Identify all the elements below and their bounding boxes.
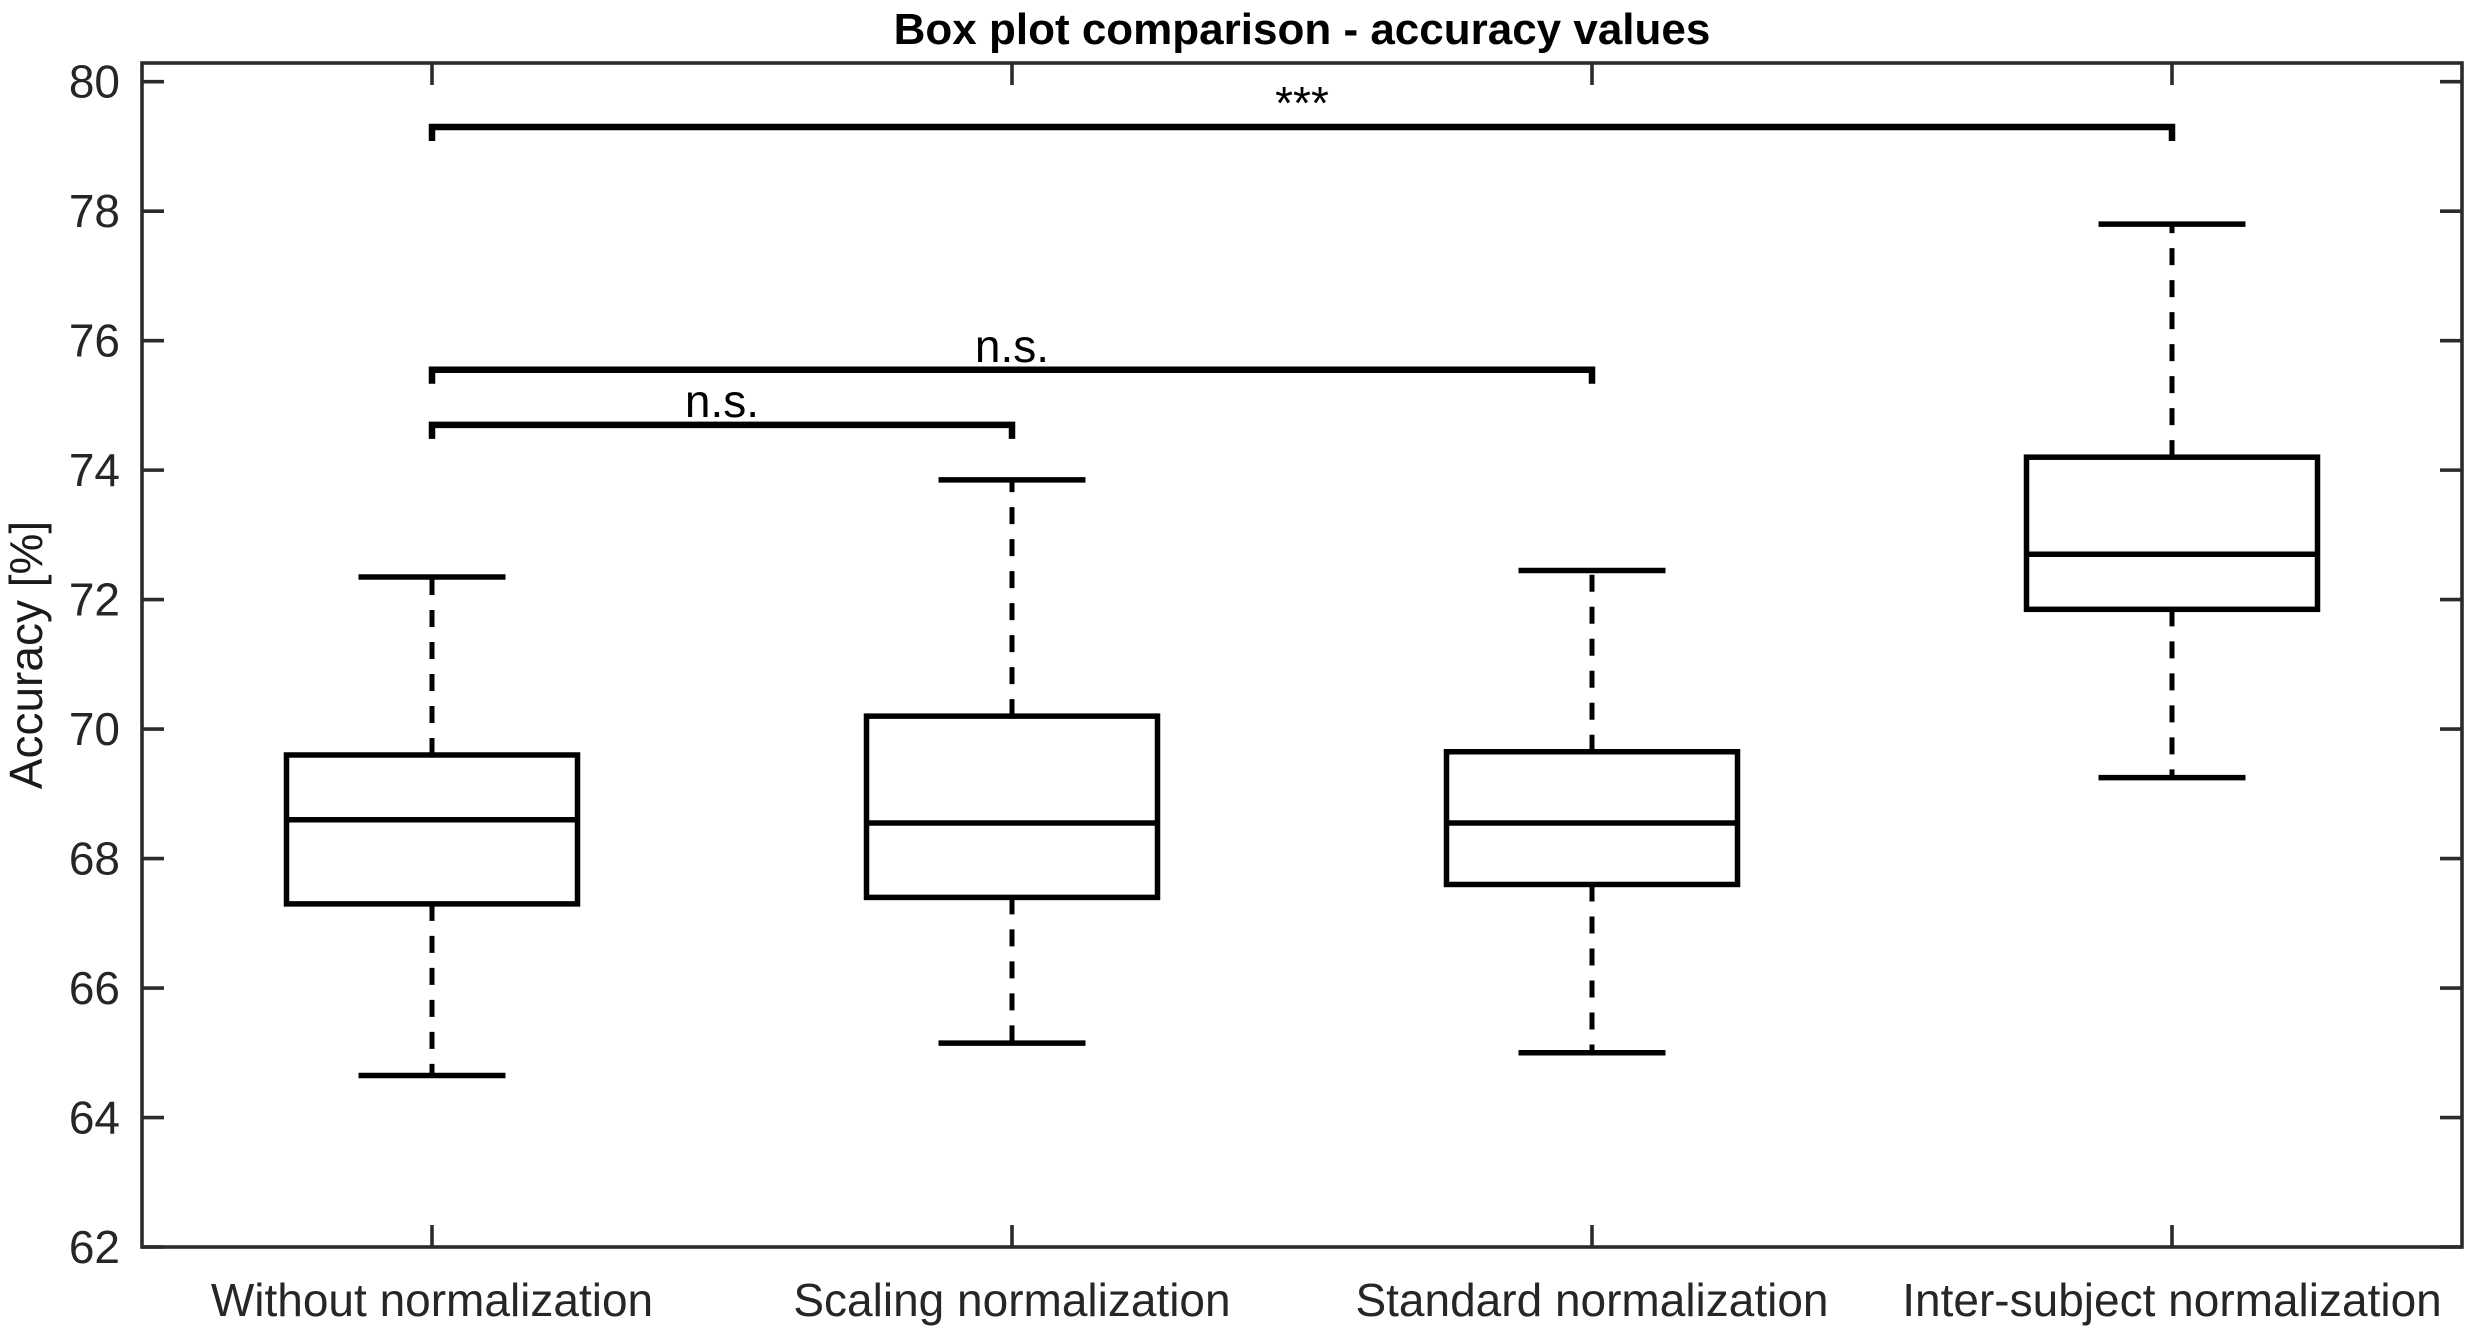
sig-bracket — [428, 123, 2176, 142]
y-tick-label: 62 — [69, 1221, 120, 1273]
y-tick-label: 76 — [69, 315, 120, 367]
sig-bracket — [428, 421, 1016, 439]
y-tick-label: 74 — [69, 444, 120, 496]
category-label: Standard normalization — [1355, 1274, 1828, 1326]
sig-bracket — [428, 366, 1596, 384]
axis-frame — [140, 61, 2464, 1249]
plot-content: 62 64 66 68 70 72 74 76 78 80 Without normalizatio… — [69, 56, 2464, 1326]
category-label: Inter-subject normalization — [1902, 1274, 2441, 1326]
y-tick-label: 68 — [69, 833, 120, 885]
y-axis-label: Accuracy [%] — [0, 521, 52, 789]
category-label: Without normalization — [211, 1274, 653, 1326]
y-tick-label: 66 — [69, 962, 120, 1014]
iqr-box — [283, 752, 581, 907]
sig-label: n.s. — [685, 375, 759, 427]
y-tick-label: 80 — [69, 56, 120, 108]
iqr-box — [863, 713, 1161, 901]
chart-title: Box plot comparison - accuracy values — [894, 5, 1711, 54]
y-tick-label: 70 — [69, 703, 120, 755]
y-tick-label: 72 — [69, 574, 120, 626]
sig-label: n.s. — [975, 320, 1049, 372]
category-label: Scaling normalization — [793, 1274, 1230, 1326]
iqr-box — [2023, 454, 2321, 613]
y-tick-label: 64 — [69, 1092, 120, 1144]
y-tick-label: 78 — [69, 185, 120, 237]
sig-label: *** — [1275, 77, 1329, 129]
iqr-box — [1443, 748, 1741, 888]
